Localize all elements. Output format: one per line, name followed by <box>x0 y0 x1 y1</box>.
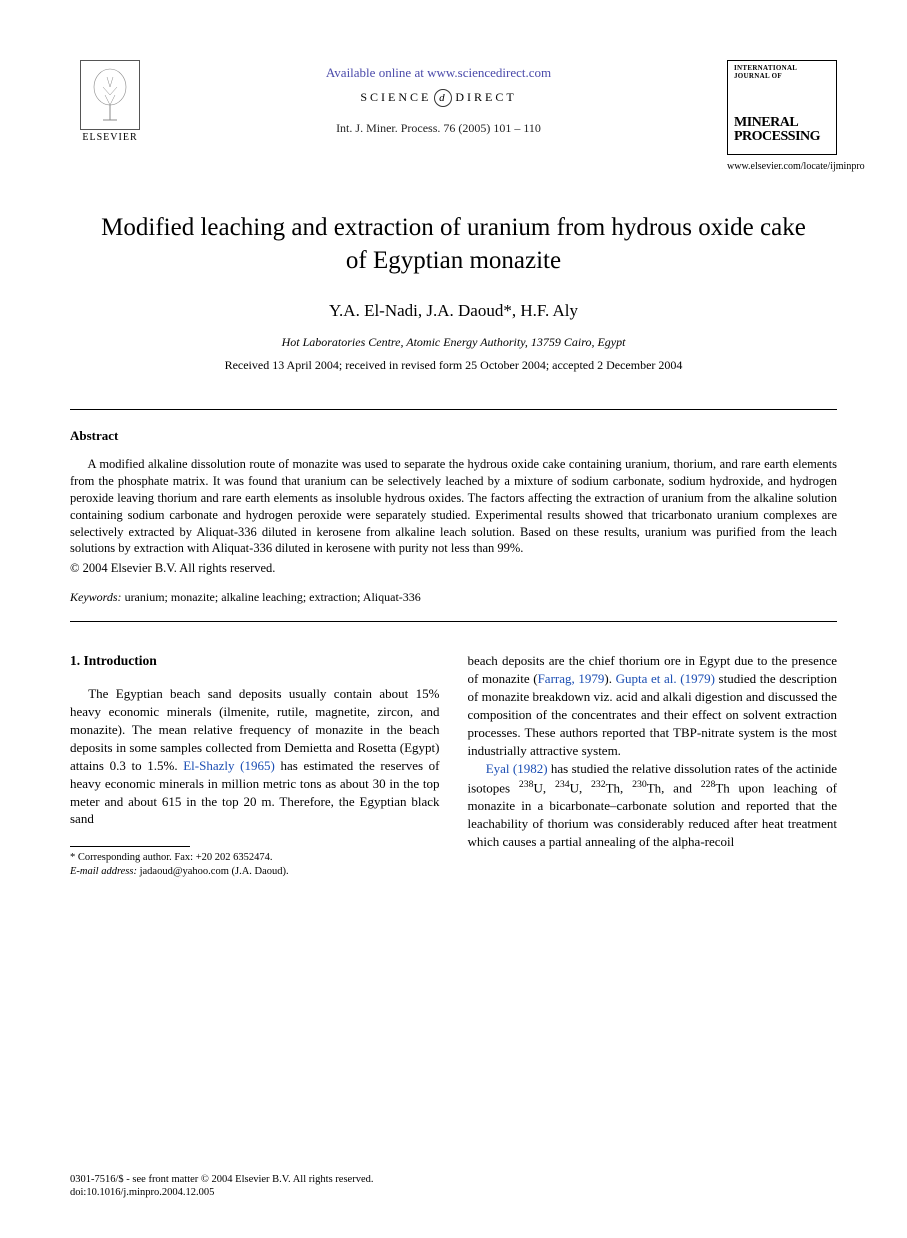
section-heading: 1. Introduction <box>70 652 440 671</box>
journal-cover: INTERNATIONAL JOURNAL OF MINERAL PROCESS… <box>727 60 837 172</box>
email-footnote: E-mail address: jadaoud@yahoo.com (J.A. … <box>70 865 440 879</box>
isotope-sup: 228 <box>701 779 716 790</box>
text-run: U, <box>534 780 555 795</box>
available-online-text: Available online at www.sciencedirect.co… <box>150 65 727 81</box>
intro-paragraph-1: The Egyptian beach sand deposits usually… <box>70 685 440 829</box>
citation-link[interactable]: Eyal (1982) <box>486 761 548 776</box>
column-left: 1. Introduction The Egyptian beach sand … <box>70 652 440 878</box>
journal-reference: Int. J. Miner. Process. 76 (2005) 101 – … <box>150 121 727 136</box>
journal-url: www.elsevier.com/locate/ijminpro <box>727 161 837 172</box>
divider <box>70 621 837 622</box>
citation-link[interactable]: El-Shazly (1965) <box>183 758 275 773</box>
column-right: beach deposits are the chief thorium ore… <box>468 652 838 878</box>
intro-paragraph-2: Eyal (1982) has studied the relative dis… <box>468 760 838 851</box>
journal-name-line2: PROCESSING <box>734 130 830 144</box>
abstract-text: A modified alkaline dissolution route of… <box>70 456 837 557</box>
corresponding-author-footnote: * Corresponding author. Fax: +20 202 635… <box>70 851 440 865</box>
isotope-sup: 232 <box>591 779 606 790</box>
footer-line2: doi:10.1016/j.minpro.2004.12.005 <box>70 1186 373 1200</box>
footnote-separator <box>70 846 190 847</box>
publisher-name: ELSEVIER <box>82 132 137 143</box>
publisher-logo: ELSEVIER <box>70 60 150 143</box>
sd-d-icon: d <box>434 89 452 107</box>
article-dates: Received 13 April 2004; received in revi… <box>70 358 837 373</box>
abstract-heading: Abstract <box>70 428 837 444</box>
text-run: Th, and <box>647 780 701 795</box>
affiliation: Hot Laboratories Centre, Atomic Energy A… <box>70 335 837 350</box>
email-label: E-mail address: <box>70 866 137 877</box>
intro-paragraph-continued: beach deposits are the chief thorium ore… <box>468 652 838 760</box>
science-label-right: DIRECT <box>455 90 516 104</box>
page-footer: 0301-7516/$ - see front matter © 2004 El… <box>70 1173 373 1200</box>
elsevier-tree-icon <box>80 60 140 130</box>
citation-link[interactable]: Gupta et al. (1979) <box>616 671 715 686</box>
article-title: Modified leaching and extraction of uran… <box>90 212 817 277</box>
journal-box: INTERNATIONAL JOURNAL OF MINERAL PROCESS… <box>727 60 837 155</box>
text-run: ). <box>604 671 615 686</box>
authors: Y.A. El-Nadi, J.A. Daoud*, H.F. Aly <box>70 301 837 321</box>
journal-supertitle: INTERNATIONAL JOURNAL OF <box>734 65 830 80</box>
text-run: Th, <box>606 780 632 795</box>
footer-line1: 0301-7516/$ - see front matter © 2004 El… <box>70 1173 373 1187</box>
center-header: Available online at www.sciencedirect.co… <box>150 60 727 136</box>
abstract-copyright: © 2004 Elsevier B.V. All rights reserved… <box>70 561 837 576</box>
body-columns: 1. Introduction The Egyptian beach sand … <box>70 652 837 878</box>
journal-name-line1: MINERAL <box>734 116 830 130</box>
science-direct-logo: SCIENCEdDIRECT <box>150 89 727 107</box>
keywords-text: uranium; monazite; alkaline leaching; ex… <box>122 590 421 604</box>
isotope-sup: 230 <box>632 779 647 790</box>
text-run: U, <box>570 780 591 795</box>
citation-link[interactable]: Farrag, 1979 <box>538 671 605 686</box>
keywords: Keywords: uranium; monazite; alkaline le… <box>70 590 837 605</box>
isotope-sup: 234 <box>555 779 570 790</box>
science-label-left: SCIENCE <box>360 90 431 104</box>
isotope-sup: 238 <box>519 779 534 790</box>
email-value: jadaoud@yahoo.com (J.A. Daoud). <box>137 866 289 877</box>
divider <box>70 409 837 410</box>
header: ELSEVIER Available online at www.science… <box>70 60 837 172</box>
keywords-label: Keywords: <box>70 590 122 604</box>
